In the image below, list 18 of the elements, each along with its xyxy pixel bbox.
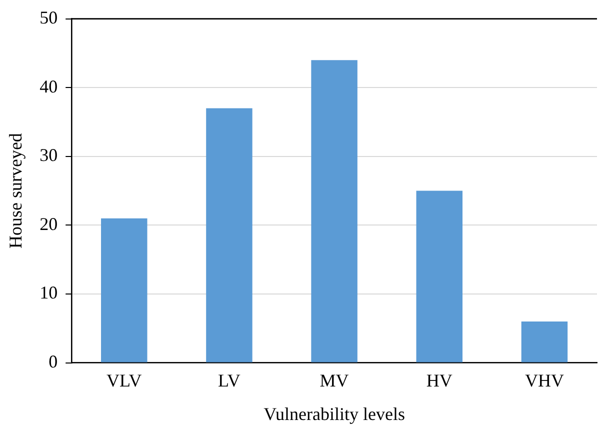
- bar: [206, 108, 252, 362]
- bar: [311, 60, 358, 362]
- bar: [101, 218, 148, 362]
- bar: [416, 190, 462, 362]
- y-tick-label: 0: [48, 352, 58, 372]
- x-tick-label: VHV: [524, 370, 564, 390]
- bar: [521, 322, 568, 362]
- x-tick-label: MV: [320, 370, 349, 390]
- x-tick-label: LV: [218, 370, 240, 390]
- x-tick-label: VLV: [106, 370, 142, 390]
- y-tick-label: 40: [40, 76, 58, 96]
- y-tick-label: 50: [40, 8, 58, 28]
- x-tick-label: HV: [426, 370, 452, 390]
- y-axis-title: House surveyed: [6, 133, 26, 249]
- y-tick-label: 10: [40, 282, 58, 303]
- x-axis-title: Vulnerability levels: [264, 404, 405, 424]
- y-tick-label: 30: [40, 145, 58, 166]
- y-tick-label: 20: [40, 214, 58, 234]
